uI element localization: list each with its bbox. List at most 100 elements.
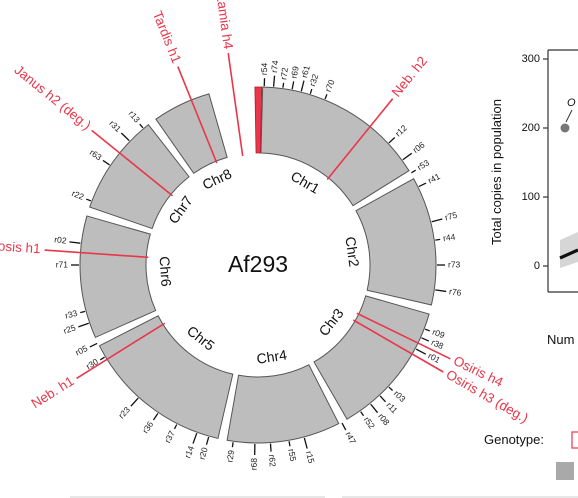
chromosome-label: Chr4 (256, 346, 289, 366)
tick-label: r47 (343, 430, 358, 446)
tick-line (424, 328, 431, 332)
chromosome-segment (226, 364, 340, 444)
chromosome-label: Chr3 (315, 305, 346, 339)
tick-label: r71 (56, 259, 69, 269)
tick-label: r61 (299, 64, 312, 79)
tick-label: r37 (162, 429, 177, 445)
tick-line (411, 169, 417, 174)
tick-line (303, 437, 308, 449)
tick-line (80, 310, 86, 314)
tick-label: r15 (304, 450, 317, 465)
tick-line (282, 82, 285, 88)
tick-label: r29 (225, 449, 237, 463)
tick-label: r53 (415, 157, 431, 172)
highlight-segment (254, 86, 263, 154)
insertion-line (44, 249, 149, 259)
tick-line (388, 386, 394, 391)
tick-line (272, 75, 276, 87)
tick-label: r75 (444, 210, 459, 223)
tick-line (152, 413, 159, 421)
tick-label: r12 (393, 123, 409, 139)
tick-label: r05 (74, 343, 90, 357)
tick-label: r76 (449, 286, 463, 298)
legend-title: Genotype: (484, 432, 544, 447)
tick-line (231, 442, 234, 448)
chromosome-label: Chr2 (342, 236, 362, 268)
insertion-label: Janus h2 (deg.) (12, 62, 94, 133)
tick-line (421, 337, 430, 342)
insertion-line (91, 129, 174, 197)
tick-label: r31 (107, 118, 123, 134)
chromosome-segment (355, 178, 437, 306)
tick-label: r72 (278, 67, 290, 81)
chromosome-label: Chr1 (288, 168, 322, 197)
tick-label: r52 (362, 415, 377, 431)
insertion-lines (44, 52, 451, 380)
tick-line (388, 136, 396, 144)
tick-line (291, 81, 295, 90)
trend-line (559, 248, 578, 260)
tick-label: r63 (88, 147, 104, 162)
insertion-label: Lamia h4 (213, 0, 236, 51)
tick-label: r14 (182, 444, 196, 459)
tick-label: r73 (448, 259, 461, 269)
insertion-line (352, 319, 444, 373)
insertion-label: Neb. h1 (29, 373, 77, 411)
chromosome-label: Chr5 (184, 322, 218, 353)
confidence-band (560, 232, 578, 268)
tick-label: r06 (411, 140, 427, 155)
tick-line (78, 322, 89, 328)
tick-line (309, 88, 313, 95)
tick-line (379, 395, 387, 403)
tick-label: r25 (62, 322, 77, 336)
x-axis-title: Num (547, 332, 574, 347)
point-label-leader (565, 109, 573, 123)
chromosome-segment (313, 295, 430, 420)
chromosome-segment (79, 215, 157, 339)
tick-line (120, 132, 130, 142)
y-tick-label: 200 (522, 122, 540, 134)
tick-label: r11 (384, 400, 399, 416)
insertion-line (76, 322, 166, 380)
tick-label: r13 (127, 109, 143, 125)
tick-label: r62 (267, 454, 278, 467)
insertion-label: Neb. h2 (389, 54, 430, 100)
tick-label: r70 (323, 78, 337, 93)
y-tick-label: 300 (522, 53, 540, 65)
tick-label: r22 (70, 188, 85, 202)
tick-line (370, 403, 379, 414)
insertion-line (356, 312, 451, 360)
chromosome-segment (155, 93, 228, 174)
chromosome-label: Chr7 (165, 192, 196, 226)
tick-label: r36 (140, 419, 155, 435)
tick-label: r08 (376, 411, 392, 427)
tick-line (418, 182, 427, 188)
tick-label: r32 (307, 72, 320, 87)
tick-label: r20 (197, 446, 210, 461)
y-axis-title: Total copies in population (489, 99, 504, 245)
chromosome-ring (79, 86, 437, 444)
tick-line (435, 289, 447, 293)
tick-label: r02 (54, 234, 68, 245)
chromosome-label: Chr6 (156, 256, 174, 288)
tick-label: r23 (116, 404, 132, 420)
chromosome-label: Chr8 (200, 165, 234, 193)
tick-label: r55 (286, 448, 298, 462)
tick-label: r74 (269, 60, 280, 73)
data-point (560, 123, 570, 133)
insertion-label: Tardis h1 (150, 9, 184, 65)
tick-line (69, 241, 81, 244)
tick-label: r69 (289, 65, 301, 79)
chromosome-segment (260, 86, 410, 207)
tick-line (139, 123, 144, 129)
tick-line (435, 238, 441, 241)
tick-line (402, 152, 413, 161)
insertion-line (326, 98, 394, 181)
tick-line (300, 80, 305, 92)
legend-swatch-grey (556, 462, 574, 480)
tick-label: r33 (64, 308, 79, 321)
tick-line (102, 159, 110, 166)
tick-line (192, 432, 198, 444)
y-tick-label: 100 (522, 191, 540, 203)
